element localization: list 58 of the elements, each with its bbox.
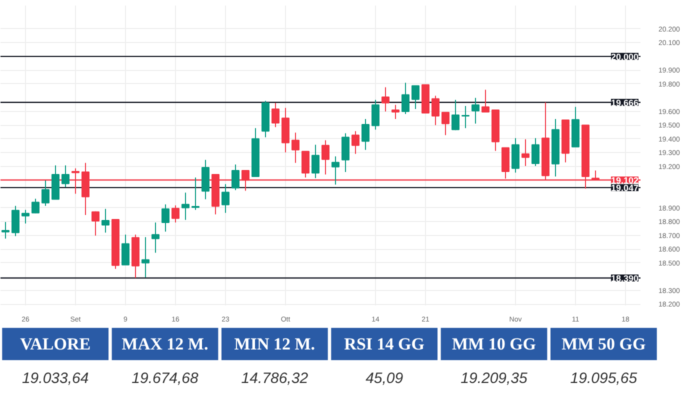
text: 19.674,68 xyxy=(132,370,200,387)
candlestick xyxy=(42,180,50,206)
candlestick xyxy=(182,192,190,220)
candlestick xyxy=(292,132,300,164)
text: 19.209,35 xyxy=(460,370,528,387)
candlestick xyxy=(382,86,390,112)
candlestick xyxy=(342,132,350,173)
candlestick xyxy=(62,164,70,188)
candlestick xyxy=(522,138,530,166)
text: MM 50 GG xyxy=(562,334,646,354)
text: RSI 14 GG xyxy=(344,334,424,354)
candlestick xyxy=(32,198,40,214)
ref-line-label: 18.390 xyxy=(610,273,639,284)
ref-line-label: 19.047 xyxy=(610,183,639,194)
candlestick xyxy=(462,105,470,129)
candlestick xyxy=(12,205,20,237)
candlestick xyxy=(162,204,170,232)
candlestick xyxy=(472,97,480,124)
candlestick xyxy=(102,208,110,234)
text: MIN 12 M. xyxy=(234,334,316,354)
candlestick xyxy=(92,210,100,236)
candlestick xyxy=(142,236,150,278)
candlestick xyxy=(172,204,180,224)
candlestick xyxy=(122,234,130,266)
candlestick xyxy=(482,89,490,113)
candlestick xyxy=(22,209,30,224)
candlestick xyxy=(372,99,380,130)
candlestick xyxy=(222,184,230,214)
candlestick xyxy=(452,99,460,131)
candlestick xyxy=(412,85,420,110)
candlestick xyxy=(202,159,210,200)
candlestick xyxy=(192,177,200,210)
candlestick xyxy=(312,144,320,179)
candlestick xyxy=(332,156,340,186)
candlestick xyxy=(352,130,360,154)
candlestick xyxy=(302,150,310,178)
text: 19.033,64 xyxy=(22,370,89,387)
candlestick xyxy=(322,140,330,175)
candlestick xyxy=(362,118,370,150)
text: MAX 12 M. xyxy=(122,334,208,354)
candlestick xyxy=(232,164,240,191)
candlestick xyxy=(402,82,410,114)
ref-line-label: 20.000 xyxy=(610,52,639,62)
text: VALORE xyxy=(20,334,91,354)
candlestick xyxy=(2,221,10,240)
candlestick xyxy=(532,138,540,166)
candlestick xyxy=(432,95,440,126)
text: 19.095,65 xyxy=(570,370,638,387)
text: MM 10 GG xyxy=(452,334,536,354)
candlestick xyxy=(512,138,520,174)
text: 14.786,32 xyxy=(241,370,309,387)
ref-line-label: 19.102 xyxy=(610,175,639,186)
ref-line-label: 19.666 xyxy=(610,98,639,108)
candlestick xyxy=(152,222,160,254)
candlestick xyxy=(442,112,450,136)
text: 45,09 xyxy=(366,370,404,387)
candlestick xyxy=(392,104,400,120)
candlestick xyxy=(272,102,280,128)
